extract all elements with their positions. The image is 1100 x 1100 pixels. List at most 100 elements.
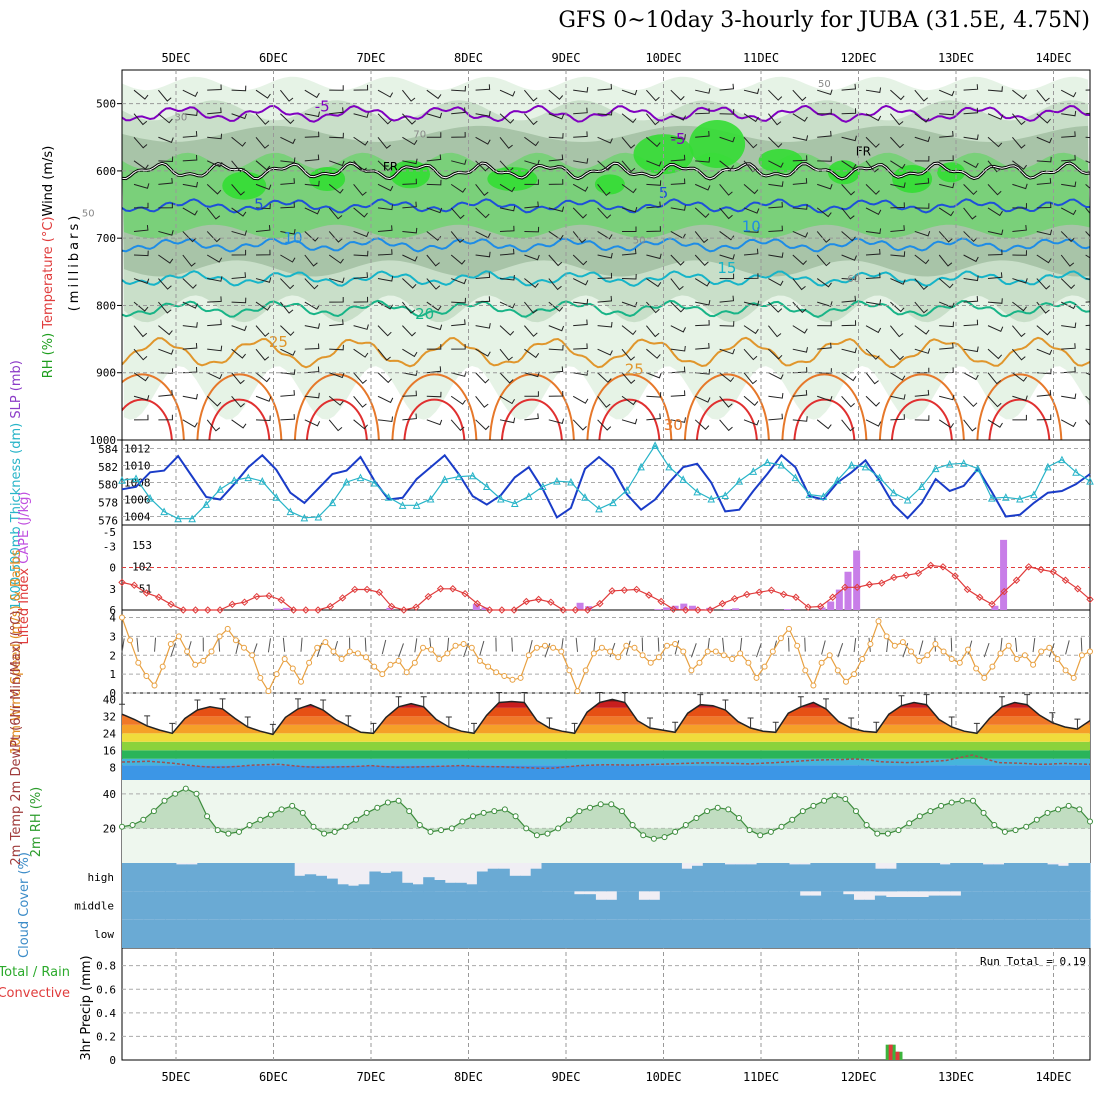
slp-ylabel: 1000-500mb Thickness (dm) SLP (mb) <box>9 360 24 610</box>
temp-minmax-34 <box>546 717 553 729</box>
wind10-point-76 <box>737 650 744 657</box>
thickness-point-16 <box>342 477 351 486</box>
cloud-low-bar-10 <box>229 919 241 948</box>
cloud-low-bar-17 <box>304 919 317 948</box>
precip-label-convective: Convective <box>0 986 70 1001</box>
wind-barb-326 <box>646 348 661 359</box>
lifted-index-point-76 <box>1049 568 1057 576</box>
lifted-index-point-70 <box>976 593 984 601</box>
temp-contour-5 <box>122 198 1090 214</box>
wind-barb-167 <box>402 136 418 146</box>
cloud-low-bar-85 <box>1036 919 1048 948</box>
temp-arch-30-2 <box>305 398 368 440</box>
wind-barb-441 <box>841 231 856 242</box>
temp-minmax-42 <box>647 717 653 729</box>
wind10-barb-2 <box>136 637 139 652</box>
wind-barb-331 <box>670 113 687 121</box>
wind-barb-439 <box>841 184 856 196</box>
wind-ticklabel-0: 0 <box>109 687 116 700</box>
lifted-index-point-14 <box>289 606 298 614</box>
thickness-point-9 <box>244 473 253 482</box>
wind10-point-101 <box>940 648 947 655</box>
thickness-point-8 <box>230 476 239 484</box>
wind-barb-413 <box>792 278 806 291</box>
cloud-middle-bar-26 <box>401 891 413 920</box>
temp-minmax-0 <box>119 703 125 715</box>
wind-barb-95 <box>280 202 295 209</box>
wind-barb-450 <box>865 87 882 93</box>
wind-barb-505 <box>939 321 954 328</box>
wind-barb-548 <box>1012 278 1028 284</box>
cloud-middle-bar-37 <box>520 891 532 920</box>
cloud-low-bar-20 <box>337 919 349 948</box>
wind-barb-408 <box>792 155 808 162</box>
cloud-low-bar-68 <box>853 919 865 948</box>
wind-barb-404 <box>768 413 783 421</box>
thickness-point-0 <box>118 476 126 484</box>
wind-barb-479 <box>890 414 905 421</box>
temp-band-2 <box>122 750 1090 759</box>
wind10-barb-84 <box>804 637 806 652</box>
thickness-point-10 <box>258 477 267 485</box>
rh2m-point-55 <box>704 808 711 815</box>
rh2m-point-15 <box>278 806 285 813</box>
wind-barb-538 <box>987 395 1002 408</box>
wind-barb-221 <box>475 348 491 357</box>
cloud-low-bar-63 <box>799 919 811 948</box>
temp-minmax-4 <box>169 722 176 734</box>
lifted-index-point-47 <box>694 606 702 614</box>
wind10-barb-110 <box>1014 637 1018 652</box>
cloud-middle-bar-24 <box>380 891 392 920</box>
thickness-point-17 <box>356 473 365 482</box>
cloud-middle-bar-35 <box>498 891 510 920</box>
wind-barb-176 <box>402 348 418 358</box>
rh2m-point-41 <box>555 825 562 832</box>
wind-barb-146 <box>353 348 369 358</box>
wind-barb-1 <box>133 113 148 126</box>
wind-barb-555 <box>1036 89 1050 102</box>
wind-barb-282 <box>573 370 589 376</box>
cloud-high-bar-52 <box>681 868 693 892</box>
cloud-middle-bar-8 <box>208 891 220 920</box>
wind-barb-54 <box>207 296 222 303</box>
thickness-point-23 <box>440 475 449 483</box>
wind-barb-391 <box>768 113 782 126</box>
wind-barb-68 <box>231 272 247 280</box>
cloud-high-bar-66 <box>831 863 844 892</box>
wind-barb-285 <box>597 83 613 91</box>
wind-barb-260 <box>548 206 565 213</box>
rh2m-point-48 <box>629 822 636 828</box>
cape-bar-42 <box>481 607 489 610</box>
wind-barb-367 <box>719 254 735 260</box>
cloud-high-bar-39 <box>541 863 553 892</box>
wind10-barb-74 <box>722 637 725 652</box>
lifted-index-point-52 <box>755 588 763 596</box>
thickness-point-3 <box>160 507 168 516</box>
wind-barb-350 <box>694 207 710 219</box>
wind-barb-526 <box>987 113 1004 120</box>
cloud-middle-bar-30 <box>444 891 457 920</box>
cloud-middle-bar-88 <box>1068 891 1080 920</box>
rh2m-point-81 <box>980 809 987 816</box>
wind-barb-577 <box>1060 254 1075 267</box>
cloud-middle-bar-5 <box>175 891 188 920</box>
rh2m-point-11 <box>236 828 242 835</box>
wind-barb-329 <box>646 413 661 421</box>
wind-barb-34 <box>182 181 198 188</box>
rh2m-point-13 <box>257 816 264 823</box>
date-top-0: 5DEC <box>162 51 191 65</box>
wind10-point-97 <box>908 648 914 655</box>
wind-barb-575 <box>1060 207 1077 216</box>
temp-minmax-40 <box>621 692 628 703</box>
wind-barb-44 <box>182 419 198 428</box>
rh2m-point-7 <box>193 790 200 797</box>
cloud-middle-bar-16 <box>294 891 306 920</box>
wind-barb-294 <box>597 295 613 303</box>
wind-barb-28 <box>158 389 173 397</box>
wind-barb-267 <box>548 366 564 374</box>
wind-barb-169 <box>402 178 417 185</box>
lifted-index-point-9 <box>228 600 236 609</box>
precip-ticklabel-3: 0.6 <box>96 983 116 996</box>
wind-barb-581 <box>1061 343 1076 350</box>
cloud-ylabel: Cloud Cover (%) <box>17 852 32 958</box>
